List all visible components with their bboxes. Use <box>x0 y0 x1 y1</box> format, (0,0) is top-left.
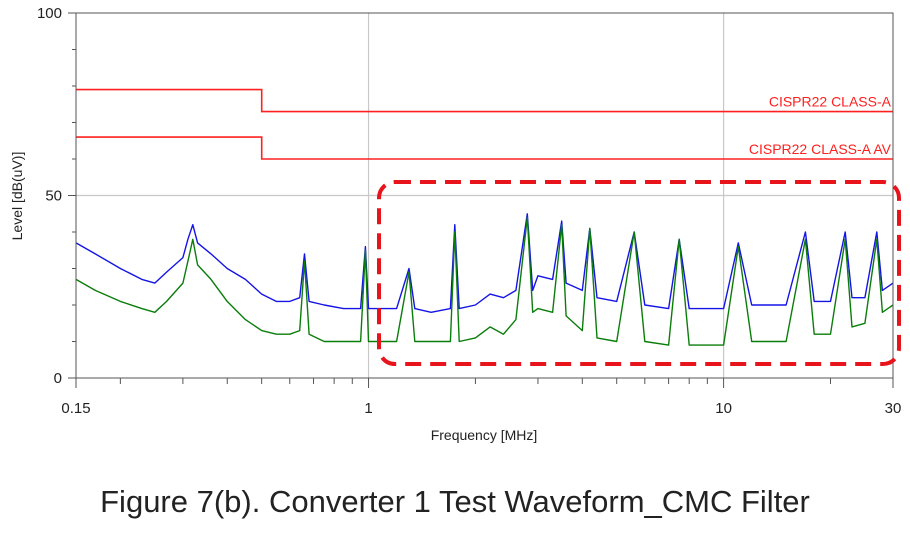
x-tick-label: 10 <box>715 400 732 417</box>
axis-ticks: 0.15 1 10 30 0 50 100 <box>37 5 901 417</box>
y-tick-label: 0 <box>54 370 62 387</box>
x-tick-label: 0.15 <box>61 400 90 417</box>
grid-lines <box>76 13 893 378</box>
x-tick-label: 1 <box>364 400 372 417</box>
limit-lines: CISPR22 CLASS-A CISPR22 CLASS-A AV <box>76 88 893 160</box>
y-tick-label: 100 <box>37 5 62 22</box>
y-tick-label: 50 <box>45 188 62 205</box>
emi-spectrum-chart: CISPR22 CLASS-A CISPR22 CLASS-A AV 0.15 1 1… <box>9 5 901 443</box>
x-tick-label: 30 <box>885 400 902 417</box>
data-series <box>75 213 894 346</box>
figure-caption: Figure 7(b). Converter 1 Test Waveform_C… <box>100 484 810 519</box>
highlight-box <box>377 180 901 366</box>
y-axis-label: Level [dB(uV)] <box>9 152 25 241</box>
limit-line-2 <box>76 136 893 160</box>
limit-label-2: CISPR22 CLASS-A AV <box>749 141 892 157</box>
x-axis-label: Frequency [MHz] <box>431 427 538 443</box>
limit-label-1: CISPR22 CLASS-A <box>769 94 892 110</box>
series-line-2 <box>75 216 894 346</box>
limit-line-1 <box>76 88 893 113</box>
series-line-1 <box>75 213 894 313</box>
